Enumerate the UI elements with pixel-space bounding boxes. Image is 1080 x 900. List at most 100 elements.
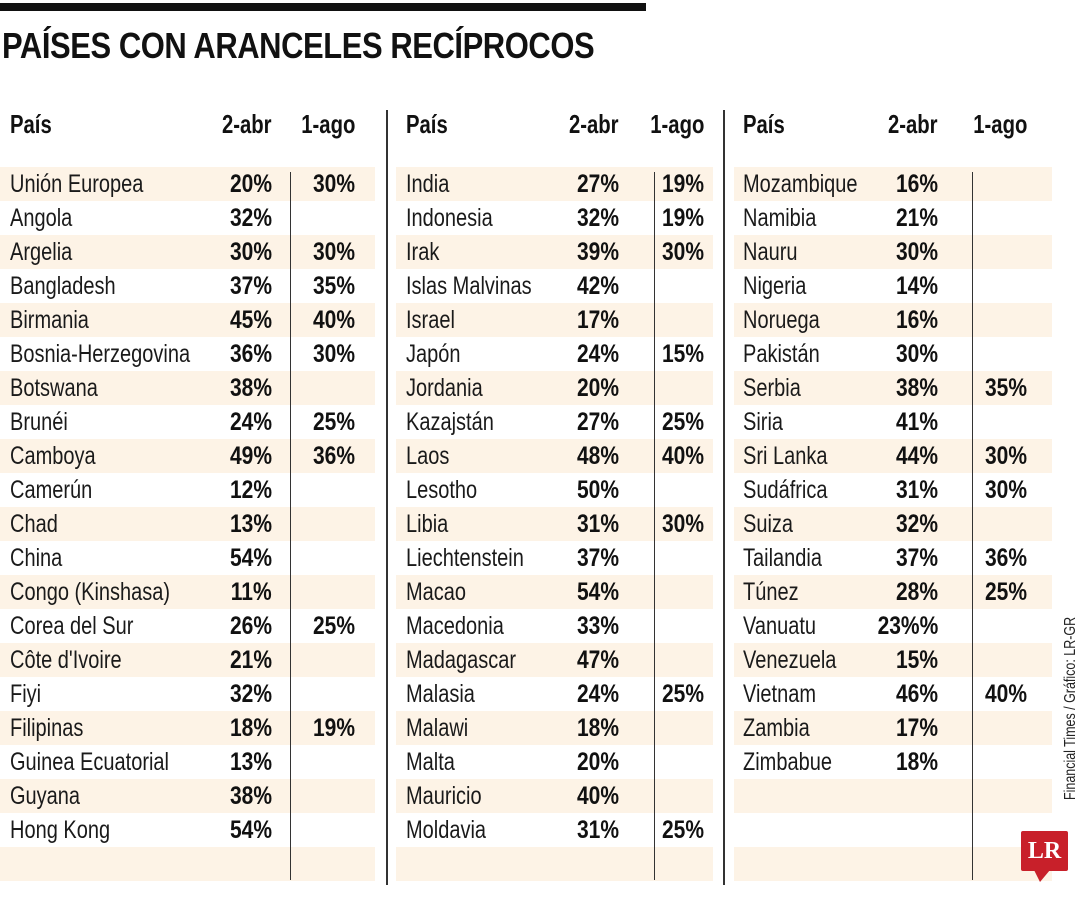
tariff-2-abr: 47% xyxy=(576,646,619,674)
country-name: Sudáfrica xyxy=(743,476,828,504)
tariff-2-abr: 17% xyxy=(895,714,938,742)
tariff-2-abr: 20% xyxy=(229,170,272,198)
tariff-2-abr: 31% xyxy=(895,476,938,504)
tariff-2-abr: 39% xyxy=(576,238,619,266)
table-row: Congo (Kinshasa) 11% xyxy=(0,575,375,609)
tariff-2-abr: 18% xyxy=(576,714,619,742)
country-name: Libia xyxy=(406,510,449,538)
table-row: Botswana 38% xyxy=(0,371,375,405)
table-row: Chad 13% xyxy=(0,507,375,541)
table-row: Tailandia 37% 36% xyxy=(734,541,1052,575)
country-name: Israel xyxy=(406,306,455,334)
tariff-1-ago: 25% xyxy=(661,816,704,844)
table-row: Bosnia-Herzegovina 36% 30% xyxy=(0,337,375,371)
country-name: Bangladesh xyxy=(10,272,116,300)
table-row: Indonesia 32% 19% xyxy=(396,201,713,235)
tariff-2-abr: 16% xyxy=(895,170,938,198)
logo-speech-tail xyxy=(1034,870,1050,882)
column-divider xyxy=(290,172,291,880)
table-row: Vanuatu 23%% xyxy=(734,609,1052,643)
tariff-1-ago: 25% xyxy=(312,612,355,640)
header-1-ago: 1-ago xyxy=(649,109,704,139)
table-panel-1: País 2-abr 1-ago Unión Europea 20% 30% Angola 3… xyxy=(0,100,375,890)
tariff-2-abr: 20% xyxy=(576,374,619,402)
page-title: PAÍSES CON ARANCELES RECÍPROCOS xyxy=(2,25,595,66)
tariff-1-ago: 19% xyxy=(312,714,355,742)
country-name: Fiyi xyxy=(10,680,42,708)
country-name: Macao xyxy=(406,578,467,606)
table-row: Brunéi 24% 25% xyxy=(0,405,375,439)
tariff-2-abr: 13% xyxy=(229,510,272,538)
table-body: Mozambique 16% Namibia 21% Nauru 30% Nigeria 14… xyxy=(734,167,1052,881)
tariff-1-ago: 40% xyxy=(661,442,704,470)
country-name: Corea del Sur xyxy=(10,612,134,640)
table-row: Corea del Sur 26% 25% xyxy=(0,609,375,643)
table-row: Birmania 45% 40% xyxy=(0,303,375,337)
tariff-2-abr: 45% xyxy=(229,306,272,334)
tariff-2-abr: 33% xyxy=(576,612,619,640)
country-name: Chad xyxy=(10,510,58,538)
tariff-2-abr: 11% xyxy=(231,578,272,606)
tariff-2-abr: 37% xyxy=(895,544,938,572)
country-name: Zambia xyxy=(743,714,810,742)
table-row xyxy=(734,779,1052,813)
country-name: Namibia xyxy=(743,204,817,232)
tariff-1-ago: 35% xyxy=(312,272,355,300)
country-name: Lesotho xyxy=(406,476,478,504)
country-name: Islas Malvinas xyxy=(406,272,532,300)
country-name: Botswana xyxy=(10,374,98,402)
tariff-2-abr: 26% xyxy=(229,612,272,640)
tariff-2-abr: 27% xyxy=(576,170,619,198)
tariff-2-abr: 36% xyxy=(229,340,272,368)
table-row: Sri Lanka 44% 30% xyxy=(734,439,1052,473)
tariff-1-ago: 25% xyxy=(661,408,704,436)
country-name: Vanuatu xyxy=(743,612,817,640)
logo-text: LR xyxy=(1027,838,1062,864)
tariff-2-abr: 38% xyxy=(229,782,272,810)
country-name: Camboya xyxy=(10,442,96,470)
tariff-2-abr: 12% xyxy=(229,476,272,504)
country-name: Brunéi xyxy=(10,408,68,436)
table-row: Côte d'Ivoire 21% xyxy=(0,643,375,677)
table-row: Lesotho 50% xyxy=(396,473,713,507)
country-name: Japón xyxy=(406,340,461,368)
column-divider xyxy=(654,172,655,880)
table-row: Vietnam 46% 40% xyxy=(734,677,1052,711)
country-name: Camerún xyxy=(10,476,93,504)
panel-divider xyxy=(386,110,388,885)
country-name: Noruega xyxy=(743,306,820,334)
table-row: Malta 20% xyxy=(396,745,713,779)
header-country: País xyxy=(743,109,785,139)
table-row: Guinea Ecuatorial 13% xyxy=(0,745,375,779)
table-row: Siria 41% xyxy=(734,405,1052,439)
table-row: Malawi 18% xyxy=(396,711,713,745)
country-name: Kazajstán xyxy=(406,408,494,436)
tariff-1-ago: 25% xyxy=(312,408,355,436)
header-country: País xyxy=(406,109,448,139)
country-name: Suiza xyxy=(743,510,794,538)
tariff-1-ago: 30% xyxy=(312,340,355,368)
tariff-2-abr: 20% xyxy=(576,748,619,776)
tariff-2-abr: 30% xyxy=(895,238,938,266)
tariff-1-ago: 15% xyxy=(661,340,704,368)
table-row: Malasia 24% 25% xyxy=(396,677,713,711)
tariff-2-abr: 42% xyxy=(576,272,619,300)
tariff-1-ago: 40% xyxy=(312,306,355,334)
table-row: Fiyi 32% xyxy=(0,677,375,711)
table-row: Libia 31% 30% xyxy=(396,507,713,541)
tariff-2-abr: 30% xyxy=(895,340,938,368)
country-name: Vietnam xyxy=(743,680,817,708)
tariff-2-abr: 50% xyxy=(576,476,619,504)
tariff-2-abr: 37% xyxy=(229,272,272,300)
lr-logo: LR xyxy=(1021,831,1068,871)
table-row: Sudáfrica 31% 30% xyxy=(734,473,1052,507)
table-row: Angola 32% xyxy=(0,201,375,235)
country-name: Nigeria xyxy=(743,272,807,300)
country-name: Pakistán xyxy=(743,340,820,368)
tariff-1-ago: 25% xyxy=(661,680,704,708)
tariff-2-abr: 40% xyxy=(576,782,619,810)
table-row: Namibia 21% xyxy=(734,201,1052,235)
top-rule xyxy=(0,3,646,11)
country-name: Siria xyxy=(743,408,784,436)
tariff-1-ago: 30% xyxy=(661,510,704,538)
